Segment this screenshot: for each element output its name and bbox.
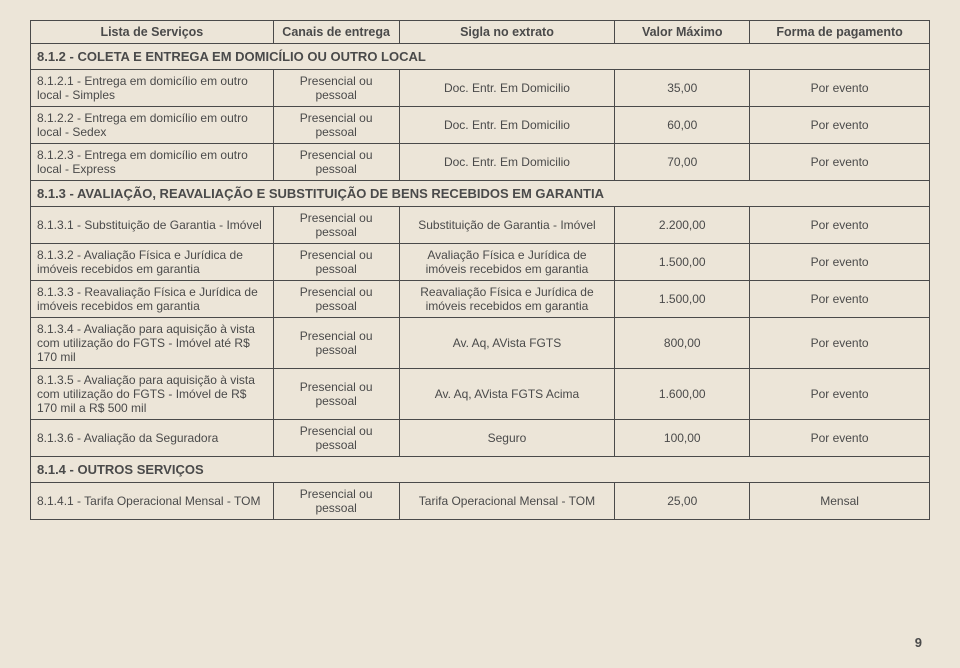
forma-cell: Por evento: [750, 318, 930, 369]
forma-cell: Por evento: [750, 369, 930, 420]
canal-cell: Presencial ou pessoal: [273, 144, 399, 181]
col-lista: Lista de Serviços: [31, 21, 274, 44]
desc-cell: 8.1.4.1 - Tarifa Operacional Mensal - TO…: [31, 483, 274, 520]
forma-cell: Mensal: [750, 483, 930, 520]
canal-cell: Presencial ou pessoal: [273, 70, 399, 107]
header-row: Lista de Serviços Canais de entrega Sigl…: [31, 21, 930, 44]
table-row: 8.1.3.2 - Avaliação Física e Jurídica de…: [31, 244, 930, 281]
desc-cell: 8.1.3.3 - Reavaliação Física e Jurídica …: [31, 281, 274, 318]
sigla-cell: Substituição de Garantia - Imóvel: [399, 207, 615, 244]
forma-cell: Por evento: [750, 144, 930, 181]
col-sigla: Sigla no extrato: [399, 21, 615, 44]
canal-cell: Presencial ou pessoal: [273, 483, 399, 520]
sigla-cell: Avaliação Física e Jurídica de imóveis r…: [399, 244, 615, 281]
col-valor: Valor Máximo: [615, 21, 750, 44]
section-812-row: 8.1.2 - COLETA E ENTREGA EM DOMICÍLIO OU…: [31, 44, 930, 70]
table-row: 8.1.3.4 - Avaliação para aquisição à vis…: [31, 318, 930, 369]
valor-cell: 100,00: [615, 420, 750, 457]
table-row: 8.1.3.1 - Substituição de Garantia - Imó…: [31, 207, 930, 244]
section-813-row: 8.1.3 - AVALIAÇÃO, REAVALIAÇÃO E SUBSTIT…: [31, 181, 930, 207]
desc-cell: 8.1.3.2 - Avaliação Física e Jurídica de…: [31, 244, 274, 281]
table-row: 8.1.3.6 - Avaliação da Seguradora Presen…: [31, 420, 930, 457]
canal-cell: Presencial ou pessoal: [273, 244, 399, 281]
forma-cell: Por evento: [750, 244, 930, 281]
canal-cell: Presencial ou pessoal: [273, 369, 399, 420]
valor-cell: 35,00: [615, 70, 750, 107]
table-row: 8.1.3.5 - Avaliação para aquisição à vis…: [31, 369, 930, 420]
section-814: 8.1.4 - OUTROS SERVIÇOS: [31, 457, 930, 483]
sigla-cell: Doc. Entr. Em Domicilio: [399, 144, 615, 181]
forma-cell: Por evento: [750, 70, 930, 107]
sigla-cell: Reavaliação Física e Jurídica de imóveis…: [399, 281, 615, 318]
valor-cell: 1.500,00: [615, 281, 750, 318]
table-row: 8.1.2.2 - Entrega em domicílio em outro …: [31, 107, 930, 144]
desc-cell: 8.1.2.1 - Entrega em domicílio em outro …: [31, 70, 274, 107]
valor-cell: 1.600,00: [615, 369, 750, 420]
desc-cell: 8.1.3.1 - Substituição de Garantia - Imó…: [31, 207, 274, 244]
canal-cell: Presencial ou pessoal: [273, 281, 399, 318]
valor-cell: 800,00: [615, 318, 750, 369]
canal-cell: Presencial ou pessoal: [273, 420, 399, 457]
section-812: 8.1.2 - COLETA E ENTREGA EM DOMICÍLIO OU…: [31, 44, 930, 70]
valor-cell: 70,00: [615, 144, 750, 181]
table-row: 8.1.2.3 - Entrega em domicílio em outro …: [31, 144, 930, 181]
sigla-cell: Doc. Entr. Em Domicilio: [399, 107, 615, 144]
sigla-cell: Seguro: [399, 420, 615, 457]
canal-cell: Presencial ou pessoal: [273, 107, 399, 144]
valor-cell: 2.200,00: [615, 207, 750, 244]
valor-cell: 25,00: [615, 483, 750, 520]
canal-cell: Presencial ou pessoal: [273, 318, 399, 369]
desc-cell: 8.1.3.5 - Avaliação para aquisição à vis…: [31, 369, 274, 420]
sigla-cell: Doc. Entr. Em Domicilio: [399, 70, 615, 107]
col-forma: Forma de pagamento: [750, 21, 930, 44]
desc-cell: 8.1.3.6 - Avaliação da Seguradora: [31, 420, 274, 457]
table-row: 8.1.2.1 - Entrega em domicílio em outro …: [31, 70, 930, 107]
canal-cell: Presencial ou pessoal: [273, 207, 399, 244]
col-canais: Canais de entrega: [273, 21, 399, 44]
forma-cell: Por evento: [750, 207, 930, 244]
valor-cell: 60,00: [615, 107, 750, 144]
sigla-cell: Av. Aq, AVista FGTS Acima: [399, 369, 615, 420]
sigla-cell: Av. Aq, AVista FGTS: [399, 318, 615, 369]
section-813: 8.1.3 - AVALIAÇÃO, REAVALIAÇÃO E SUBSTIT…: [31, 181, 930, 207]
desc-cell: 8.1.2.3 - Entrega em domicílio em outro …: [31, 144, 274, 181]
forma-cell: Por evento: [750, 420, 930, 457]
services-table: Lista de Serviços Canais de entrega Sigl…: [30, 20, 930, 520]
desc-cell: 8.1.3.4 - Avaliação para aquisição à vis…: [31, 318, 274, 369]
section-814-row: 8.1.4 - OUTROS SERVIÇOS: [31, 457, 930, 483]
page-number: 9: [915, 635, 922, 650]
forma-cell: Por evento: [750, 281, 930, 318]
desc-cell: 8.1.2.2 - Entrega em domicílio em outro …: [31, 107, 274, 144]
sigla-cell: Tarifa Operacional Mensal - TOM: [399, 483, 615, 520]
forma-cell: Por evento: [750, 107, 930, 144]
table-row: 8.1.4.1 - Tarifa Operacional Mensal - TO…: [31, 483, 930, 520]
table-row: 8.1.3.3 - Reavaliação Física e Jurídica …: [31, 281, 930, 318]
valor-cell: 1.500,00: [615, 244, 750, 281]
